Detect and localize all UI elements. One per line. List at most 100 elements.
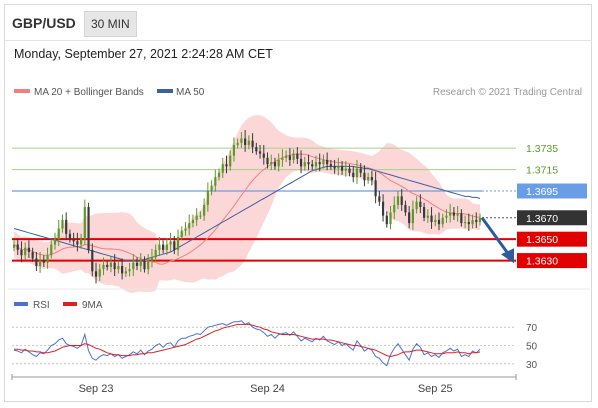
candle-body xyxy=(437,219,441,225)
candle-body xyxy=(393,204,396,213)
rsi-tick-label: 30 xyxy=(526,360,538,371)
candle-body xyxy=(337,166,340,169)
candle-body xyxy=(467,222,470,225)
candle-body xyxy=(229,155,232,167)
bollinger-band xyxy=(14,115,480,293)
rsi-ma-legend-label: 9MA xyxy=(82,300,103,311)
support-label-box xyxy=(517,253,587,269)
candle-body xyxy=(128,269,131,272)
candle-body xyxy=(188,223,191,229)
candle-body xyxy=(169,241,172,245)
time-tick-label: Sep 24 xyxy=(250,383,285,395)
candle-body xyxy=(232,144,236,156)
candle-body xyxy=(98,269,101,277)
rsi-ma-line xyxy=(14,323,481,358)
ma50-legend-label: MA 50 xyxy=(176,87,205,98)
candle-body xyxy=(426,215,429,218)
candle-body xyxy=(50,244,53,256)
candle-body xyxy=(61,219,64,229)
candle-body xyxy=(322,159,325,165)
candle-body xyxy=(106,264,109,268)
candle-body xyxy=(348,168,351,173)
candle-body xyxy=(165,244,168,250)
candle-body xyxy=(478,217,482,223)
candle-body xyxy=(121,265,124,274)
candle-body xyxy=(389,212,392,225)
candle-body xyxy=(329,164,332,167)
candle-body xyxy=(195,215,198,220)
candle-body xyxy=(367,177,370,181)
candle-body xyxy=(109,262,113,268)
candle-body xyxy=(251,140,254,148)
rsi-tick-label: 70 xyxy=(526,323,538,334)
candle-body xyxy=(318,162,321,165)
candle-body xyxy=(255,147,258,152)
candle-body xyxy=(135,262,139,266)
candle-body xyxy=(16,244,19,250)
candle-body xyxy=(363,172,366,181)
candle-body xyxy=(396,196,400,205)
rsi-legend-swatch xyxy=(14,302,28,306)
candle-body xyxy=(214,177,217,186)
candle-body xyxy=(206,191,209,205)
candle-body xyxy=(415,201,418,210)
candle-body xyxy=(199,215,202,217)
candle-body xyxy=(270,162,273,165)
candle-body xyxy=(150,257,154,261)
candle-body xyxy=(307,162,310,165)
candle-body xyxy=(288,155,291,160)
candle-body xyxy=(53,239,57,245)
candle-body xyxy=(273,162,277,167)
candle-body xyxy=(445,215,448,218)
candle-body xyxy=(355,168,359,178)
last-level-label: 1.3670 xyxy=(526,213,558,225)
candle-body xyxy=(400,196,403,205)
candle-body xyxy=(344,168,347,171)
candle-body xyxy=(124,271,127,274)
level-labels-layer: 1.3735 1.3715 1.3695 1.3670 1.3650 1.3630 xyxy=(517,143,587,269)
candle-body xyxy=(471,219,474,225)
candle-body xyxy=(475,219,478,223)
candle-body xyxy=(94,271,98,277)
ma20-line xyxy=(13,153,481,265)
candle-body xyxy=(57,228,60,240)
candle-body xyxy=(91,249,94,272)
rsi-legend-label: RSI xyxy=(33,300,50,311)
pivot-label-box xyxy=(517,183,587,199)
candle-body xyxy=(46,255,49,263)
candle-body xyxy=(292,153,295,160)
candle-body xyxy=(262,153,265,158)
candle-body xyxy=(210,185,213,191)
candle-body xyxy=(266,157,269,165)
candle-body xyxy=(12,244,16,248)
candle-body xyxy=(385,215,388,225)
candle-body xyxy=(314,162,318,167)
ma20-legend-swatch xyxy=(14,89,30,93)
support-label-box xyxy=(517,231,587,247)
candle-body xyxy=(419,201,422,208)
candle-body xyxy=(456,213,459,216)
timeframe-selector[interactable]: 30 MIN xyxy=(84,11,137,37)
candle-body xyxy=(236,142,239,145)
candle-body xyxy=(326,159,329,165)
candle-body xyxy=(370,177,373,181)
candle-body xyxy=(102,264,105,270)
candle-body xyxy=(244,138,247,145)
candle-body xyxy=(408,212,411,224)
pivot-level-label: 1.3695 xyxy=(526,186,558,198)
ma20-legend-label: MA 20 + Bollinger Bands xyxy=(34,87,144,98)
last-label-box xyxy=(517,210,587,226)
time-axis: Sep 23 Sep 24 Sep 25 xyxy=(11,374,517,395)
candle-body xyxy=(225,164,228,167)
candle-body xyxy=(184,228,187,231)
candle-body xyxy=(277,159,280,167)
candle-body xyxy=(83,207,86,240)
candle-body xyxy=(299,158,303,167)
resistance-level-label: 1.3715 xyxy=(526,165,558,177)
candle-body xyxy=(340,166,344,171)
candle-body xyxy=(449,212,452,216)
candle-body xyxy=(180,230,183,238)
currency-pair-title: GBP/USD xyxy=(12,15,76,31)
candle-body xyxy=(381,201,385,216)
candle-body xyxy=(117,265,120,270)
